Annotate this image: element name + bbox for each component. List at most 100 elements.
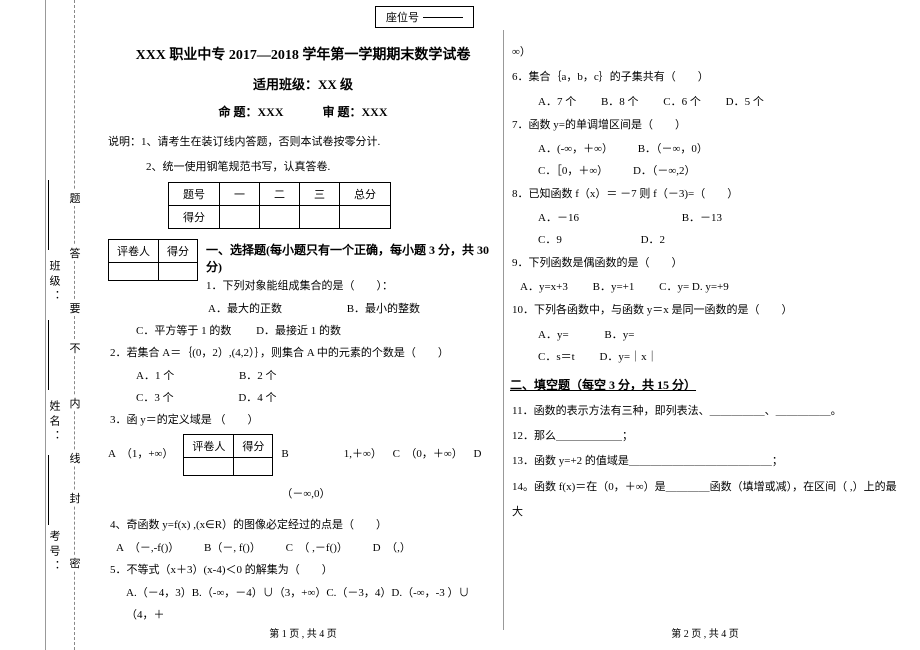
q1-opt-d: D．最接近 1 的数 — [256, 320, 341, 342]
q5-opts: A.（－4，3）B.（-∞，－4）∪（3，+∞）C.（－3，4）D.（-∞，-3… — [126, 582, 476, 626]
q2-opt-c: C．3 个 — [136, 387, 174, 409]
q7-opt-c: C．［0，＋∞） — [538, 160, 608, 182]
q2-opt-a: A．1 个 — [136, 365, 174, 387]
authors: 命 题：XXX 审 题：XXX — [108, 103, 498, 120]
page-1-footer: 第 1 页 , 共 4 页 — [108, 625, 498, 640]
grader-cell — [234, 458, 273, 476]
score-table: 题号 一 二 三 总分 得分 — [168, 182, 391, 229]
q4-opt-c: C （ ,－f()） — [286, 537, 348, 559]
q6-opt-a: A．7 个 — [538, 91, 576, 113]
q12: 12．那么＿＿＿＿＿＿； — [512, 424, 900, 449]
binding-char: 不 — [69, 340, 81, 356]
binding-char: 答 — [69, 245, 81, 261]
q10-opt-a: A．y= — [538, 324, 580, 346]
q14: 14。函数 f(x)＝在（0，＋∞）是＿＿＿＿函数（填增或减），在区间（ ,）上… — [512, 475, 900, 526]
grader-cell — [109, 262, 159, 280]
score-cell — [340, 205, 391, 228]
exam-title: XXX 职业中专 2017—2018 学年第一学期期末数学试卷 — [108, 44, 498, 64]
q1-opt-c: C．平方等于 1 的数 — [136, 320, 231, 342]
grader-cell — [159, 262, 198, 280]
q2-opt-b: B．2 个 — [239, 365, 277, 387]
binding-column: 密 封 线 内 不 要 答 题 考号： 姓名： 班级： — [46, 0, 106, 650]
score-label: 得分 — [234, 435, 273, 458]
q11: 11．函数的表示方法有三种，即列表法、＿＿＿＿＿、＿＿＿＿＿。 — [512, 399, 900, 424]
instruction-1: 说明：1、请考生在装订线内答题，否则本试卷按零分计. — [108, 132, 498, 153]
q6-opt-c: C．6 个 — [663, 91, 701, 113]
name-label: 姓名： — [46, 400, 62, 445]
score-h0: 题号 — [169, 182, 220, 205]
score-h1: 一 — [220, 182, 260, 205]
q9-opt-cd: C．y= D. y=+9 — [659, 276, 729, 298]
q4-opt-a: A （－,-f()） — [116, 537, 179, 559]
q8-opt-a: A．－16 — [538, 207, 579, 229]
score-h3: 三 — [300, 182, 340, 205]
q2: 2．若集合 A＝｛(0，2）,(4,2）｝，则集合 A 中的元素的个数是（ ） — [110, 342, 498, 365]
score-cell — [220, 205, 260, 228]
q7: 7．函数 y=的单调增区间是（ ） — [512, 113, 900, 138]
q8-opt-d: D．2 — [641, 229, 665, 251]
binding-dashed-line — [74, 0, 75, 650]
score-cell — [260, 205, 300, 228]
q8-opt-c: C．9 — [538, 229, 562, 251]
q8-opt-b: B．－13 — [682, 207, 722, 229]
q3-opt-c: C （0，＋∞） — [393, 448, 463, 460]
class-label: 班级： — [46, 260, 62, 305]
binding-char: 内 — [69, 395, 81, 411]
q1-opt-b: B．最小的整数 — [347, 298, 420, 320]
q8: 8．已知函数 f（x）＝ －7 则 f（－3)=（ ） — [512, 182, 900, 207]
q9-opt-b: B．y=+1 — [593, 276, 635, 298]
binding-char: 题 — [69, 190, 81, 206]
section-2-title: 二、填空题（每空 3 分，共 15 分） — [510, 376, 900, 393]
score-label: 得分 — [159, 239, 198, 262]
binding-char: 要 — [69, 300, 81, 316]
page-1: XXX 职业中专 2017—2018 学年第一学期期末数学试卷 适用班级：XX … — [108, 10, 498, 640]
reviewer-label: 审 题：XXX — [323, 105, 388, 119]
q3: 3．函 y＝的定义域是 （ ） — [110, 409, 498, 432]
exam-subtitle: 适用班级：XX 级 — [108, 74, 498, 93]
grader-box: 评卷人 得分 — [108, 239, 198, 281]
binding-char: 封 — [69, 490, 81, 506]
class-line — [48, 180, 49, 250]
q9-opt-a: A．y=x+3 — [520, 276, 568, 298]
q10-opt-b: B．y= — [604, 324, 634, 346]
q13: 13．函数 y=+2 的值域是＿＿＿＿＿＿＿＿＿＿＿＿＿； — [512, 449, 900, 474]
q7-opt-d: D．（－∞,2） — [633, 160, 696, 182]
grader-label: 评卷人 — [184, 435, 234, 458]
binding-char: 密 — [69, 555, 81, 571]
q6: 6．集合｛a，b，c｝的子集共有（ ） — [512, 65, 900, 90]
q5-cont: ∞） — [512, 40, 900, 65]
q3-opt-a: A （1，+∞） — [108, 434, 173, 474]
page-2: ∞） 6．集合｛a，b，c｝的子集共有（ ） A．7 个 B．8 个 C．6 个… — [510, 10, 900, 640]
q5: 5．不等式（x＋3）(x-4)＜0 的解集为（ ） — [110, 559, 498, 582]
exam-id-label: 考号： — [46, 530, 62, 575]
q9: 9．下列函数是偶函数的是（ ） — [512, 251, 900, 276]
grader-box-2: 评卷人 得分 — [183, 434, 273, 476]
q10-opt-d: D．y=｜x｜ — [599, 346, 657, 368]
q7-opt-a: A．(-∞，＋∞） — [538, 138, 613, 160]
grader-label: 评卷人 — [109, 239, 159, 262]
q10-opt-c: C．s＝t — [538, 346, 575, 368]
score-h4: 总分 — [340, 182, 391, 205]
q3-opt-b: B 1,＋∞） — [281, 448, 381, 460]
page-2-footer: 第 2 页 , 共 4 页 — [510, 625, 900, 640]
author-label: 命 题：XXX — [219, 105, 284, 119]
exam-id-line — [48, 455, 49, 525]
q1-opt-a: A．最大的正数 — [208, 298, 282, 320]
page-edge — [0, 0, 46, 650]
q7-opt-b: B．（－∞，0） — [638, 138, 708, 160]
score-cell — [300, 205, 340, 228]
score-r1: 得分 — [169, 205, 220, 228]
q10: 10．下列各函数中，与函数 y＝x 是同一函数的是（ ） — [512, 298, 900, 323]
binding-char: 线 — [69, 450, 81, 466]
page-divider — [503, 30, 504, 630]
q6-opt-b: B．8 个 — [601, 91, 639, 113]
q4: 4、奇函数 y=f(x) ,(x∈R）的图像必定经过的点是（ ） — [110, 514, 498, 537]
q2-opt-d: D．4 个 — [238, 387, 276, 409]
name-line — [48, 320, 49, 390]
instruction-2: 2、统一使用钢笔规范书写，认真答卷. — [146, 157, 498, 178]
q6-opt-d: D．5 个 — [726, 91, 764, 113]
grader-cell — [184, 458, 234, 476]
q4-opt-d: D （,） — [373, 537, 411, 559]
score-h2: 二 — [260, 182, 300, 205]
q4-opt-b: B（－, f()） — [204, 537, 261, 559]
